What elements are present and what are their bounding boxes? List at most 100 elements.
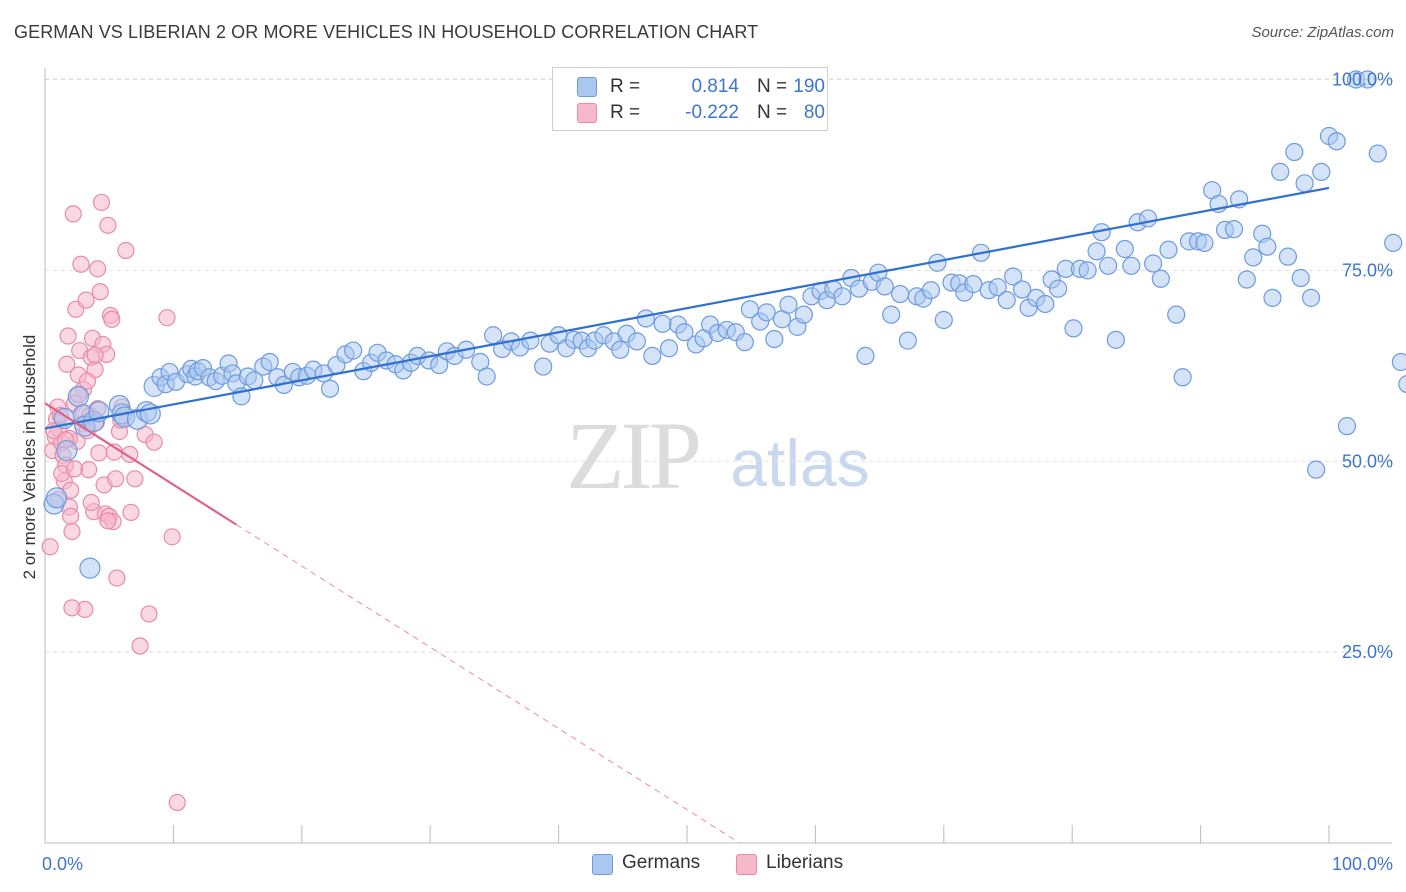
germans-point [636, 309, 656, 328]
liberians-point [89, 260, 107, 278]
liberians-n-value: 80 [803, 102, 825, 123]
germans-point [1122, 256, 1141, 275]
germans-point [1036, 294, 1055, 314]
germans-r-label: R = [610, 76, 641, 97]
liberians-point [163, 528, 181, 546]
germans-point [675, 323, 694, 342]
germans-point [1237, 270, 1256, 289]
liberians-point [90, 444, 108, 462]
germans-point [1004, 267, 1023, 286]
germans-point [1295, 174, 1314, 193]
germans-point [1115, 239, 1134, 259]
germans-point [1013, 280, 1032, 299]
germans-point [1271, 162, 1290, 181]
legend-germans-swatch [592, 854, 613, 875]
germans-point [653, 314, 672, 333]
liberians-point [158, 309, 176, 327]
germans-point [1087, 242, 1106, 261]
germans-point [643, 346, 662, 365]
germans-point [964, 275, 983, 294]
germans-point [757, 303, 776, 322]
grid-layer [45, 78, 1392, 653]
germans-point [1078, 261, 1097, 280]
germans-point [934, 310, 953, 330]
germans-n-label: N = [757, 76, 788, 97]
x-tick-label-max: 100.0% [1332, 854, 1393, 874]
germans-point [891, 284, 910, 304]
germans-point [997, 291, 1016, 310]
liberians-point [63, 599, 81, 617]
germans-point [1244, 248, 1263, 267]
germans-point [875, 277, 894, 296]
liberians-swatch [577, 103, 597, 123]
liberians-point [65, 460, 84, 478]
germans-point [882, 305, 901, 324]
y-tick-label-100: 100.0% [1332, 70, 1393, 90]
liberians-point [72, 255, 90, 273]
liberians-point [77, 291, 95, 309]
liberians-point [140, 605, 158, 623]
x-tick-label-min: 0.0% [42, 854, 83, 874]
liberians-point [145, 433, 163, 451]
germans-point [1337, 417, 1357, 436]
liberians-point [99, 216, 117, 234]
correlation-legend: R = 0.814 N = 190 R = -0.222 N = 80 [552, 67, 828, 131]
germans-point [1307, 460, 1326, 479]
germans-point [1138, 209, 1158, 228]
germans-point [534, 357, 553, 376]
liberians-trend-extension [236, 524, 740, 844]
germans-point [921, 281, 941, 300]
liberians-r-label: R = [610, 102, 641, 123]
liberians-point [78, 372, 96, 390]
trend-layer [44, 186, 1330, 844]
germans-point [320, 379, 340, 398]
germans-point [344, 341, 363, 360]
germans-point [659, 339, 679, 358]
germans-point [1391, 352, 1406, 372]
liberians-point [108, 569, 126, 587]
germans-point [1159, 240, 1178, 259]
germans-point [1312, 162, 1331, 181]
legend-germans-label: Germans [622, 852, 701, 873]
liberians-point [99, 512, 117, 530]
germans-point [1258, 237, 1277, 256]
germans-point [1285, 142, 1304, 162]
germans-point [856, 346, 875, 365]
liberians-point [117, 241, 135, 260]
liberians-point [91, 283, 109, 301]
germans-point [1224, 220, 1244, 239]
germans-point [765, 329, 784, 349]
germans-point [521, 331, 540, 350]
germans-point [477, 367, 496, 386]
germans-trend-line [44, 186, 1330, 430]
germans-point [67, 385, 89, 407]
germans-point [735, 333, 754, 352]
germans-point [260, 352, 279, 372]
liberians-point [64, 205, 82, 223]
germans-point [1301, 288, 1321, 307]
liberians-point [58, 355, 76, 373]
germans-point [430, 355, 449, 375]
germans-point [1291, 268, 1310, 288]
liberians-point [122, 503, 140, 522]
germans-n-value: 190 [793, 76, 825, 97]
liberians-point [92, 193, 111, 212]
germans-point [1167, 305, 1186, 324]
germans-point [1384, 233, 1403, 252]
watermark-zip: ZIP [566, 402, 699, 509]
germans-point [56, 439, 78, 462]
germans-point [1151, 269, 1170, 288]
germans-point [1173, 368, 1192, 387]
liberians-point [168, 793, 186, 812]
germans-point [79, 557, 101, 579]
germans-point [898, 331, 917, 350]
germans-point [779, 295, 798, 314]
y-tick-label-50: 50.0% [1342, 451, 1393, 471]
germans-swatch [577, 77, 597, 97]
germans-point [1278, 247, 1298, 266]
germans-r-value: 0.814 [691, 76, 739, 97]
liberians-trend-line [44, 402, 237, 526]
liberians-point [41, 538, 59, 556]
liberians-point [107, 470, 125, 488]
liberians-n-label: N = [757, 102, 788, 123]
